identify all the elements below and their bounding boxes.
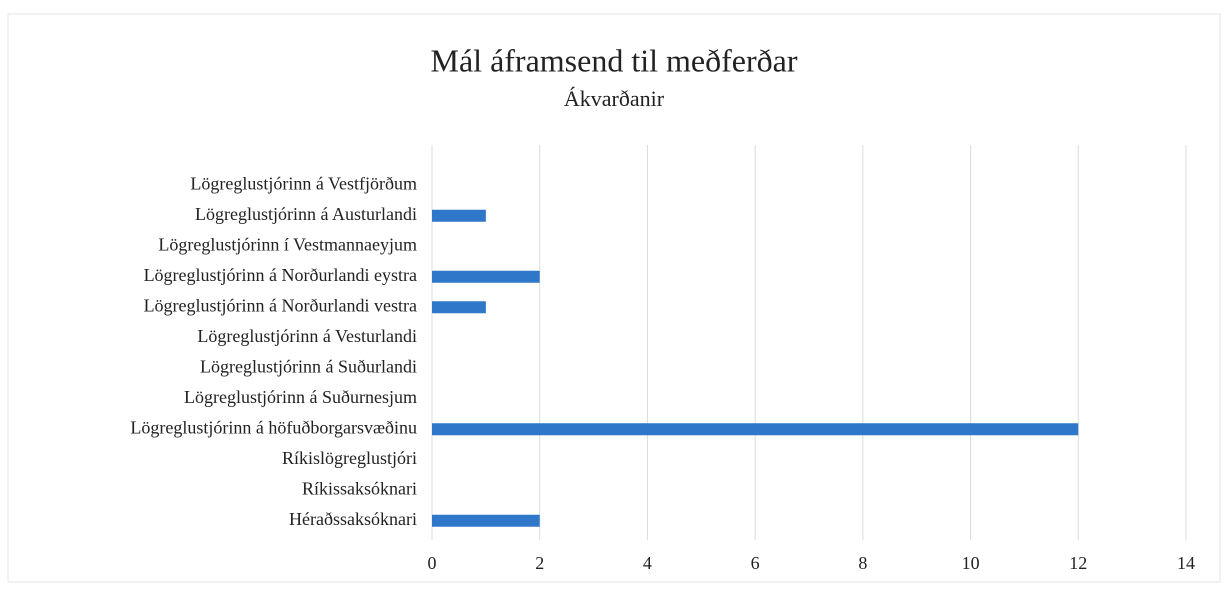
y-tick-label: Lögreglustjórinn á Norðurlandi vestra — [144, 295, 417, 315]
x-tick-label: 12 — [1069, 553, 1087, 573]
x-tick-label: 8 — [858, 553, 867, 573]
chart-subtitle: Ákvarðanir — [564, 86, 665, 111]
x-tick-label: 14 — [1177, 553, 1195, 573]
y-tick-label: Lögreglustjórinn á Vestfjörðum — [190, 173, 417, 193]
y-tick-label: Lögreglustjórinn á höfuðborgarsvæðinu — [130, 417, 417, 437]
y-tick-label: Lögreglustjórinn á Vesturlandi — [197, 326, 417, 346]
y-tick-label: Lögreglustjórinn á Suðurnesjum — [184, 387, 417, 407]
chart-border — [7, 13, 1221, 583]
x-tick-label: 10 — [962, 553, 980, 573]
y-tick-label: Lögreglustjórinn í Vestmannaeyjum — [158, 234, 417, 254]
bar — [432, 301, 486, 314]
bar — [432, 514, 540, 527]
y-tick-label: Ríkissaksóknari — [302, 478, 417, 498]
y-tick-label: Lögreglustjórinn á Austurlandi — [195, 204, 417, 224]
y-tick-label: Héraðssaksóknari — [289, 509, 417, 529]
chart-title: Mál áframsend til meðferðar — [431, 42, 798, 78]
y-tick-label: Lögreglustjórinn á Suðurlandi — [200, 356, 417, 376]
y-tick-label: Lögreglustjórinn á Norðurlandi eystra — [144, 265, 417, 285]
x-tick-label: 6 — [751, 553, 760, 573]
x-tick-label: 4 — [643, 553, 652, 573]
bar — [432, 423, 1079, 436]
x-tick-label: 0 — [428, 553, 437, 573]
y-tick-label: Ríkislögreglustjóri — [282, 448, 417, 468]
bar — [432, 209, 486, 222]
x-tick-label: 2 — [535, 553, 544, 573]
bar — [432, 270, 540, 283]
